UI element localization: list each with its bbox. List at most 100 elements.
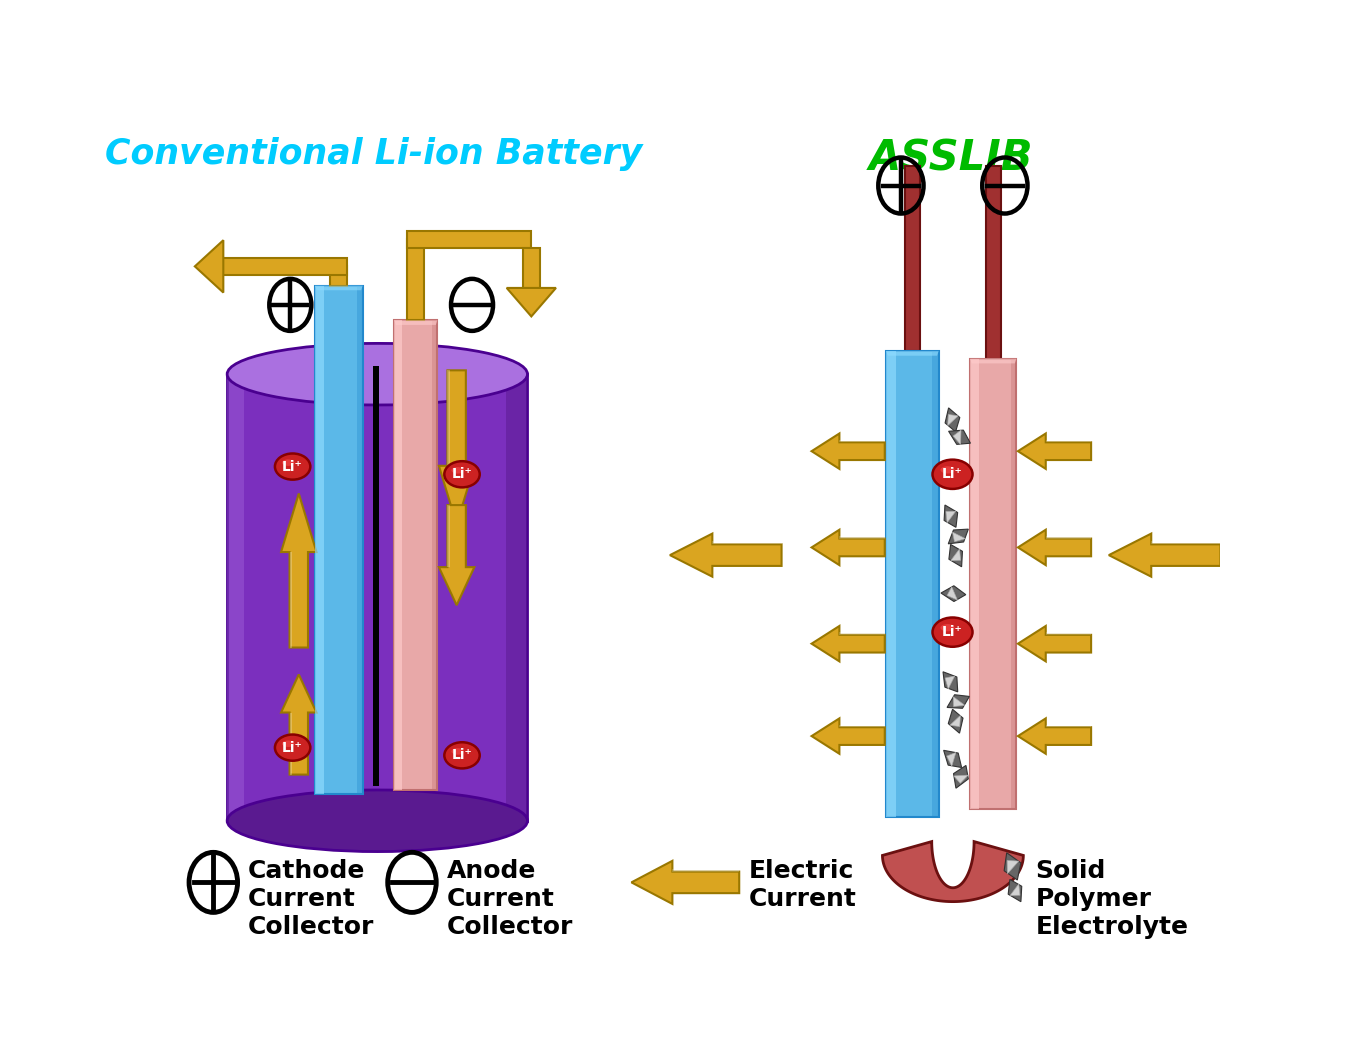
Polygon shape [1018, 530, 1091, 565]
Polygon shape [712, 542, 781, 544]
Polygon shape [281, 712, 292, 774]
Polygon shape [1046, 725, 1091, 727]
Polygon shape [946, 511, 955, 523]
Text: Li⁺: Li⁺ [942, 467, 964, 481]
Polygon shape [953, 532, 965, 542]
Polygon shape [1109, 533, 1220, 576]
Polygon shape [840, 725, 885, 727]
Polygon shape [315, 286, 363, 794]
Polygon shape [281, 674, 317, 774]
Polygon shape [947, 414, 958, 426]
Polygon shape [408, 231, 531, 248]
Polygon shape [670, 533, 781, 576]
Text: Anode
Current
Collector: Anode Current Collector [447, 859, 573, 938]
Polygon shape [315, 286, 363, 290]
Ellipse shape [444, 743, 480, 768]
Polygon shape [949, 529, 969, 544]
Polygon shape [840, 537, 885, 539]
Polygon shape [945, 676, 955, 689]
Polygon shape [1046, 440, 1091, 442]
Polygon shape [949, 709, 964, 733]
Text: Li⁺: Li⁺ [283, 741, 303, 754]
Polygon shape [432, 320, 438, 790]
Ellipse shape [227, 790, 527, 851]
Polygon shape [905, 166, 920, 351]
Ellipse shape [451, 467, 463, 473]
Text: Li⁺: Li⁺ [942, 625, 964, 640]
Ellipse shape [940, 624, 954, 631]
Text: Li⁺: Li⁺ [451, 748, 473, 763]
Polygon shape [947, 694, 969, 708]
Polygon shape [439, 505, 450, 567]
Polygon shape [947, 587, 957, 600]
Polygon shape [940, 586, 966, 602]
Polygon shape [227, 375, 527, 821]
Polygon shape [439, 370, 474, 524]
Polygon shape [1018, 626, 1091, 662]
Polygon shape [227, 375, 245, 821]
Polygon shape [315, 286, 323, 794]
Text: Li⁺: Li⁺ [283, 460, 303, 473]
Text: Cathode
Current
Collector: Cathode Current Collector [247, 859, 374, 938]
Polygon shape [439, 505, 474, 605]
Ellipse shape [275, 453, 310, 480]
Polygon shape [1011, 359, 1017, 809]
Polygon shape [945, 505, 958, 527]
Polygon shape [954, 775, 968, 784]
Polygon shape [882, 842, 1023, 902]
Text: Conventional Li-ion Battery: Conventional Li-ion Battery [105, 137, 643, 171]
Polygon shape [949, 545, 962, 567]
Text: Solid
Polymer
Electrolyte: Solid Polymer Electrolyte [1036, 859, 1189, 938]
Ellipse shape [940, 466, 954, 473]
Polygon shape [394, 320, 402, 790]
Ellipse shape [444, 461, 480, 487]
Polygon shape [886, 351, 939, 817]
Polygon shape [281, 493, 317, 648]
Polygon shape [394, 320, 438, 325]
Polygon shape [953, 430, 961, 445]
Polygon shape [1018, 719, 1091, 754]
Polygon shape [811, 433, 885, 469]
Polygon shape [970, 359, 1017, 809]
Polygon shape [949, 430, 970, 444]
Polygon shape [1046, 537, 1091, 539]
Polygon shape [932, 351, 939, 817]
Polygon shape [394, 320, 438, 790]
Ellipse shape [451, 748, 463, 754]
Polygon shape [439, 370, 450, 466]
Polygon shape [219, 258, 348, 275]
Polygon shape [811, 719, 885, 754]
Polygon shape [954, 766, 969, 788]
Ellipse shape [283, 741, 295, 747]
Polygon shape [953, 696, 965, 707]
Polygon shape [951, 549, 961, 561]
Ellipse shape [283, 460, 295, 466]
Polygon shape [886, 351, 939, 356]
Polygon shape [943, 672, 958, 692]
Polygon shape [985, 166, 1002, 359]
Polygon shape [950, 715, 961, 727]
Polygon shape [506, 375, 527, 821]
Polygon shape [372, 366, 379, 786]
Text: Electric
Current: Electric Current [749, 859, 858, 911]
Polygon shape [1004, 853, 1021, 881]
Polygon shape [330, 266, 348, 286]
Polygon shape [886, 351, 896, 817]
Ellipse shape [227, 343, 527, 405]
Polygon shape [943, 750, 962, 768]
Text: Li⁺: Li⁺ [451, 467, 473, 481]
Polygon shape [945, 408, 959, 431]
Polygon shape [357, 286, 363, 794]
Ellipse shape [275, 734, 310, 761]
Polygon shape [1008, 879, 1022, 902]
Ellipse shape [932, 618, 973, 647]
Polygon shape [194, 240, 223, 292]
Polygon shape [507, 288, 556, 317]
Polygon shape [632, 861, 739, 904]
Polygon shape [1151, 542, 1220, 544]
Polygon shape [523, 248, 540, 289]
Polygon shape [1046, 632, 1091, 634]
Polygon shape [1010, 884, 1021, 895]
Polygon shape [811, 530, 885, 565]
Polygon shape [811, 626, 885, 662]
